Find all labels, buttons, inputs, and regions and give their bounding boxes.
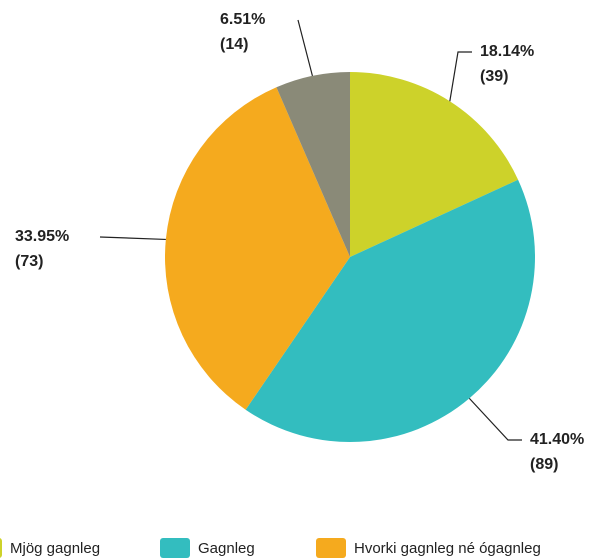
- count-label: (14): [220, 36, 248, 53]
- leader-line: [468, 397, 522, 441]
- leader-line: [99, 236, 166, 241]
- value-label: 6.51%: [220, 11, 265, 28]
- leader-line: [297, 19, 314, 77]
- pie-slice: [245, 179, 535, 442]
- pie-slice: [165, 87, 350, 410]
- value-label: 33.95%: [15, 228, 69, 245]
- pie-slice: [276, 72, 350, 257]
- legend-label: Gagnleg: [198, 540, 255, 557]
- legend-label: Mjög gagnleg: [10, 540, 100, 557]
- legend-swatch: [0, 538, 2, 558]
- count-label: (73): [15, 253, 43, 270]
- legend-swatch: [160, 538, 190, 558]
- legend-label: Hvorki gagnleg né ógagnleg: [354, 540, 541, 557]
- leader-line: [449, 51, 472, 102]
- value-label: 18.14%: [480, 43, 534, 60]
- legend-swatch: [316, 538, 346, 558]
- count-label: (39): [480, 68, 508, 85]
- value-label: 41.40%: [530, 431, 584, 448]
- count-label: (89): [530, 456, 558, 473]
- pie-slice: [350, 72, 519, 257]
